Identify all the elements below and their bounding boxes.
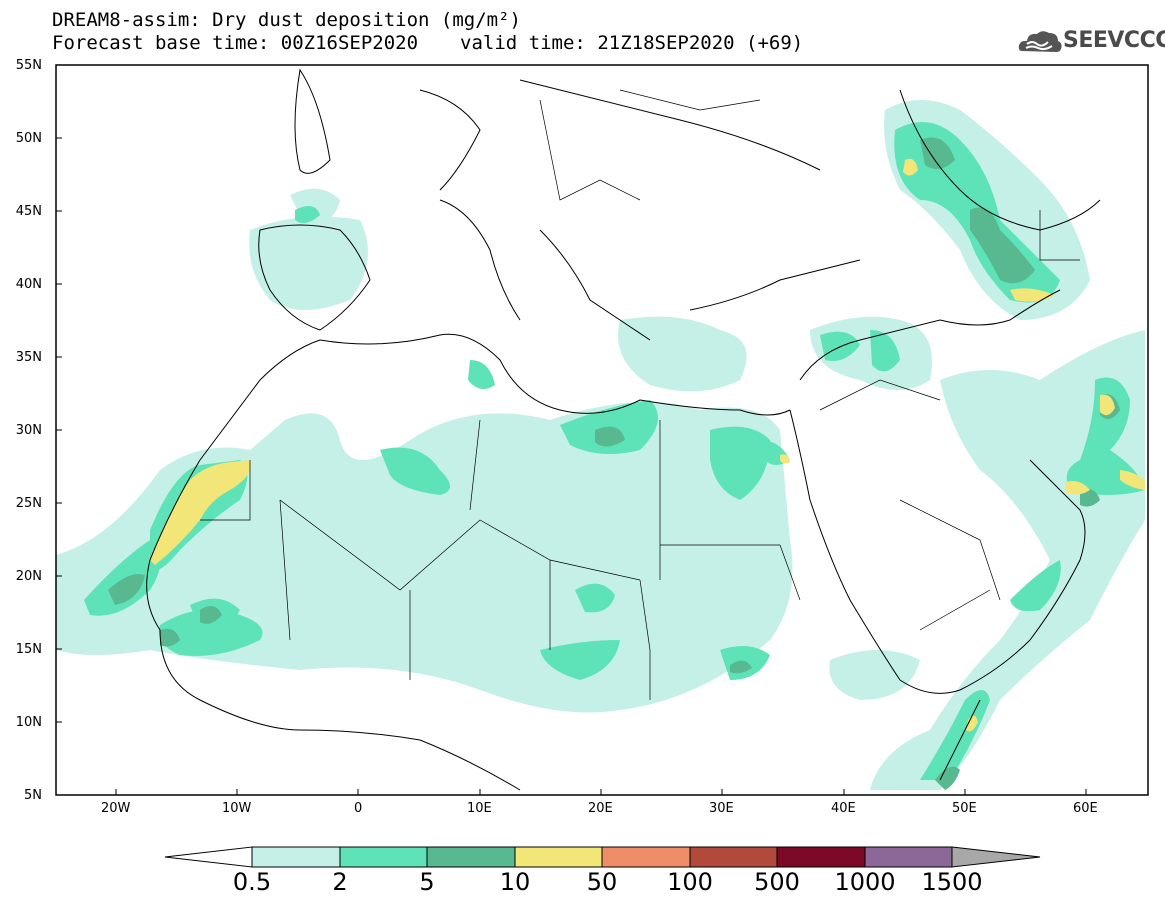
colorbar-swatch [864, 846, 953, 868]
lon-label: 10E [467, 801, 492, 816]
lat-label: 50N [15, 131, 42, 146]
lon-label: 30E [709, 801, 734, 816]
lon-label: 20E [588, 801, 613, 816]
colorbar-swatch [426, 846, 516, 868]
colorbar-label: 50 [586, 868, 618, 896]
colorbar-swatch [601, 846, 691, 868]
lat-label: 45N [15, 204, 42, 219]
map-title: DREAM8-assim: Dry dust deposition (mg/m²… [52, 9, 521, 31]
colorbar-swatch [514, 846, 603, 868]
lat-label: 25N [15, 496, 42, 511]
lat-label: 30N [15, 423, 42, 438]
colorbar-label: 2 [332, 868, 348, 896]
colorbar-label: 1500 [921, 868, 983, 896]
lat-label: 20N [15, 569, 42, 584]
lon-label: 50E [952, 801, 977, 816]
map-subtitle: Forecast base time: 00Z16SEP2020 valid ti… [52, 33, 803, 53]
colorbar-swatch [339, 846, 428, 868]
colorbar-label: 500 [754, 868, 800, 896]
colorbar-high-arrow [951, 846, 1041, 868]
lat-label: 15N [15, 642, 42, 657]
valid-time: valid time: 21Z18SEP2020 (+69) [460, 32, 804, 54]
lat-label: 5N [24, 788, 42, 803]
lat-label: 35N [15, 350, 42, 365]
lat-label: 55N [15, 58, 42, 73]
colorbar-label: 100 [667, 868, 713, 896]
colorbar-label: 5 [419, 868, 435, 896]
colorbar-label: 10 [499, 868, 531, 896]
lon-label: 0 [354, 801, 363, 816]
colorbar-swatch [776, 846, 866, 868]
colorbar-label: 0.5 [232, 868, 272, 896]
lon-label: 20W [101, 801, 131, 816]
lat-label: 10N [15, 715, 42, 730]
country-borders [200, 89, 1080, 700]
lon-label: 60E [1073, 801, 1098, 816]
axis-ticks [56, 64, 1087, 795]
dust-shading [56, 100, 1145, 790]
colorbar-low-arrow [164, 846, 253, 868]
cloud-logo-icon [1018, 31, 1062, 52]
lon-label: 40E [831, 801, 856, 816]
logo-text: SEEVCCC [1063, 28, 1165, 53]
colorbar-swatch [689, 846, 778, 868]
lon-label: 10W [222, 801, 252, 816]
colorbar-swatch [251, 846, 341, 868]
coastlines [146, 68, 1101, 791]
lat-label: 40N [15, 277, 42, 292]
colorbar-label: 1000 [834, 868, 896, 896]
base-time: Forecast base time: 00Z16SEP2020 [52, 32, 419, 54]
